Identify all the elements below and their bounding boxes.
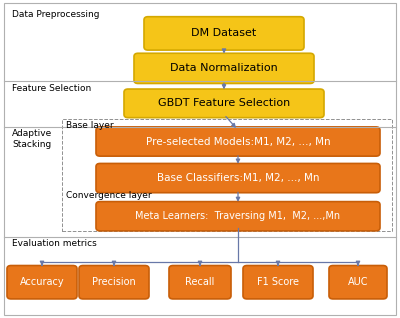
Text: Feature Selection: Feature Selection bbox=[12, 84, 91, 93]
Text: Base Classifiers:M1, M2, ..., Mn: Base Classifiers:M1, M2, ..., Mn bbox=[157, 173, 319, 183]
FancyBboxPatch shape bbox=[96, 202, 380, 231]
Text: DM Dataset: DM Dataset bbox=[191, 28, 257, 38]
FancyBboxPatch shape bbox=[134, 53, 314, 83]
Text: Pre-selected Models:M1, M2, ..., Mn: Pre-selected Models:M1, M2, ..., Mn bbox=[146, 136, 330, 147]
FancyBboxPatch shape bbox=[7, 266, 77, 299]
Text: Base layer: Base layer bbox=[66, 121, 114, 130]
Text: AUC: AUC bbox=[348, 277, 368, 287]
Text: Convergence layer: Convergence layer bbox=[66, 191, 152, 200]
Text: GBDT Feature Selection: GBDT Feature Selection bbox=[158, 98, 290, 108]
Text: Adaptive
Stacking: Adaptive Stacking bbox=[12, 129, 52, 149]
Text: Data Preprocessing: Data Preprocessing bbox=[12, 10, 100, 18]
FancyBboxPatch shape bbox=[96, 163, 380, 193]
FancyBboxPatch shape bbox=[79, 266, 149, 299]
Text: Evaluation metrics: Evaluation metrics bbox=[12, 239, 97, 248]
Text: F1 Score: F1 Score bbox=[257, 277, 299, 287]
FancyBboxPatch shape bbox=[144, 17, 304, 50]
Text: Accuracy: Accuracy bbox=[20, 277, 64, 287]
FancyBboxPatch shape bbox=[96, 127, 380, 156]
Text: Precision: Precision bbox=[92, 277, 136, 287]
FancyBboxPatch shape bbox=[124, 89, 324, 118]
Text: Meta Learners:  Traversing M1,  M2, ...,Mn: Meta Learners: Traversing M1, M2, ...,Mn bbox=[136, 211, 340, 221]
FancyBboxPatch shape bbox=[169, 266, 231, 299]
FancyBboxPatch shape bbox=[243, 266, 313, 299]
FancyBboxPatch shape bbox=[329, 266, 387, 299]
Text: Data Normalization: Data Normalization bbox=[170, 63, 278, 73]
Text: Recall: Recall bbox=[185, 277, 215, 287]
